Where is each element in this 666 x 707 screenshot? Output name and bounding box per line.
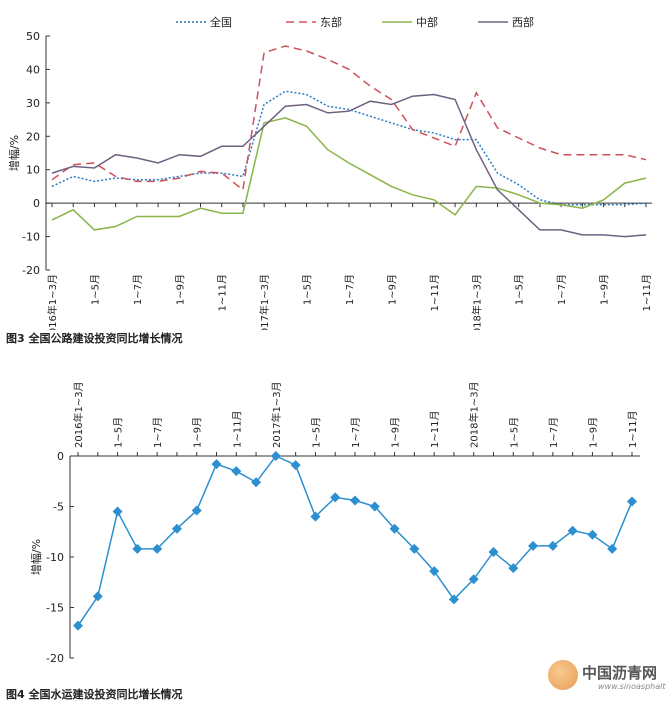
watermark: 中国沥青网 www.sinoasphalt.com bbox=[548, 658, 666, 698]
waterway-investment-chart: 0 -5 -10 -15 -20 增幅/% 2016年1~3月 1~5月 1~7月 1~9月 1~1… bbox=[29, 381, 640, 665]
legend-label: 西部 bbox=[512, 15, 534, 29]
data-point-marker bbox=[211, 459, 222, 470]
data-point-marker bbox=[92, 591, 103, 602]
series-line-waterway bbox=[77, 455, 633, 627]
data-point-marker bbox=[567, 525, 578, 536]
data-point-marker bbox=[528, 540, 539, 551]
x-tick-label: 1~7月 bbox=[556, 274, 568, 305]
y-tick-label: 40 bbox=[26, 63, 40, 76]
data-point-marker bbox=[508, 563, 519, 574]
chart4-caption: 图4 全国水运建设投资同比增长情况 bbox=[6, 688, 183, 701]
data-point-marker bbox=[627, 496, 637, 507]
y-tick-label: -20 bbox=[46, 652, 64, 665]
x-tick-label: 1~5月 bbox=[514, 274, 526, 305]
y-tick-label: -10 bbox=[46, 551, 64, 564]
y-axis-label: 增幅/% bbox=[7, 135, 21, 171]
y-tick-label: 30 bbox=[26, 97, 40, 110]
y-tick-label: 0 bbox=[33, 197, 40, 210]
data-point-marker bbox=[448, 594, 459, 605]
legend-label: 全国 bbox=[210, 15, 232, 29]
data-point-marker bbox=[290, 460, 301, 471]
x-tick-label: 2018年1~3月 bbox=[470, 274, 483, 330]
data-point-marker bbox=[112, 506, 123, 517]
data-point-marker bbox=[429, 566, 440, 577]
data-point-marker bbox=[350, 495, 360, 506]
x-tick-label: 1~11月 bbox=[231, 411, 243, 448]
data-point-marker bbox=[330, 492, 341, 503]
x-tick-label: 1~5月 bbox=[310, 417, 322, 448]
y-tick-label: -15 bbox=[46, 602, 64, 615]
data-point-marker bbox=[488, 546, 499, 557]
series-line-0 bbox=[51, 90, 647, 206]
x-tick-label: 1~9月 bbox=[599, 274, 611, 305]
data-point-marker bbox=[73, 620, 83, 631]
x-tick-label: 1~5月 bbox=[113, 417, 125, 448]
x-tick-label: 1~5月 bbox=[302, 274, 314, 305]
y-tick-label: 0 bbox=[57, 450, 64, 463]
data-point-marker bbox=[251, 477, 262, 488]
data-point-marker bbox=[369, 501, 380, 512]
x-tick-label: 2016年1~3月 bbox=[46, 274, 59, 330]
data-point-marker bbox=[132, 543, 143, 554]
watermark-name: 中国沥青网 bbox=[582, 664, 658, 682]
x-tick-label: 2018年1~3月 bbox=[468, 381, 481, 448]
sinoasphalt-logo-icon bbox=[548, 660, 578, 690]
data-point-marker bbox=[409, 543, 420, 554]
x-tick-label: 1~11月 bbox=[641, 274, 653, 311]
x-tick-label: 1~9月 bbox=[390, 417, 402, 448]
x-tick-label: 2017年1~3月 bbox=[258, 274, 271, 330]
data-point-marker bbox=[547, 540, 558, 551]
data-point-marker bbox=[468, 574, 479, 585]
x-tick-label: 1~7月 bbox=[132, 274, 144, 305]
x-tick-label: 1~7月 bbox=[344, 274, 356, 305]
data-point-marker bbox=[191, 505, 202, 516]
y-tick-label: 50 bbox=[26, 30, 40, 43]
data-point-marker bbox=[171, 523, 182, 534]
data-point-marker bbox=[607, 543, 618, 554]
series-line-3 bbox=[51, 93, 647, 238]
x-tick-label: 2017年1~3月 bbox=[270, 381, 283, 448]
x-tick-label: 1~9月 bbox=[174, 274, 186, 305]
x-tick-label: 1~9月 bbox=[386, 274, 398, 305]
highway-investment-chart: 50 40 30 20 10 0 -10 -20 增幅/% 2016年1~3月 1~5月 1~7月 1~… bbox=[7, 15, 653, 330]
x-tick-label: 1~11月 bbox=[217, 274, 229, 311]
x-tick-label: 1~9月 bbox=[587, 417, 599, 448]
chart3-caption: 图3 全国公路建设投资同比增长情况 bbox=[6, 332, 183, 345]
x-tick-label: 1~5月 bbox=[89, 274, 101, 305]
watermark-url: www.sinoasphalt.com bbox=[598, 682, 666, 691]
x-tick-label: 1~11月 bbox=[429, 274, 441, 311]
y-tick-label: -5 bbox=[53, 501, 64, 514]
series-line-1 bbox=[51, 45, 647, 192]
x-tick-label: 1~11月 bbox=[429, 411, 441, 448]
data-point-marker bbox=[587, 529, 598, 540]
x-tick-label: 1~7月 bbox=[152, 417, 164, 448]
series-line-2 bbox=[51, 117, 647, 231]
legend-label: 中部 bbox=[416, 15, 438, 29]
x-tick-label: 1~5月 bbox=[508, 417, 520, 448]
y-tick-label: -20 bbox=[22, 264, 40, 277]
legend-label: 东部 bbox=[320, 15, 342, 29]
data-point-marker bbox=[389, 523, 400, 534]
data-point-marker bbox=[270, 451, 281, 461]
data-point-marker bbox=[152, 543, 163, 554]
data-point-marker bbox=[231, 466, 242, 477]
y-tick-label: 20 bbox=[26, 130, 40, 143]
y-tick-label: -10 bbox=[22, 231, 40, 244]
x-tick-label: 1~11月 bbox=[627, 411, 639, 448]
x-tick-label: 1~9月 bbox=[192, 417, 204, 448]
y-axis-label: 增幅/% bbox=[29, 539, 43, 575]
x-tick-label: 1~7月 bbox=[350, 417, 362, 448]
y-tick-label: 10 bbox=[26, 164, 40, 177]
x-tick-label: 2016年1~3月 bbox=[72, 381, 85, 448]
x-tick-label: 1~7月 bbox=[548, 417, 560, 448]
